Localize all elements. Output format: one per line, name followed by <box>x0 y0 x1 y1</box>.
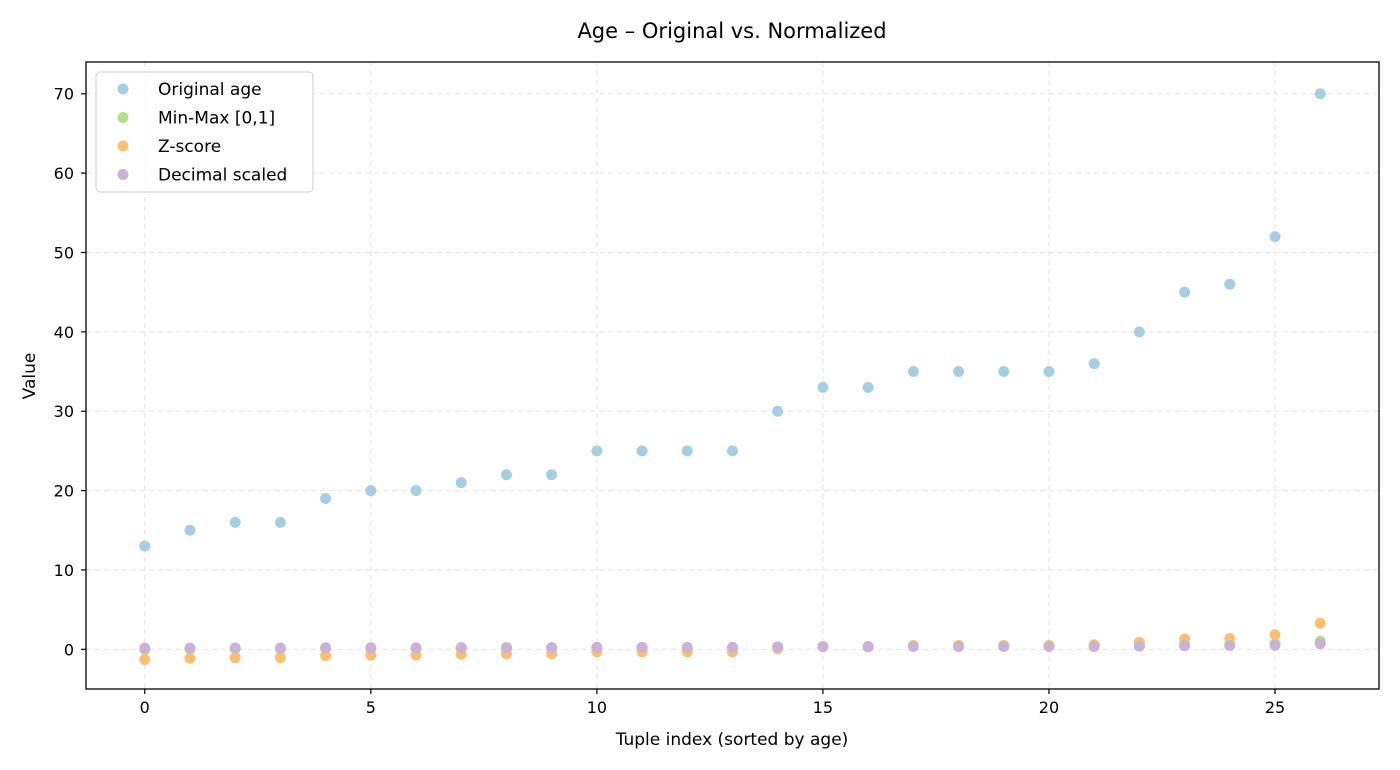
point-decimal-scaled <box>998 641 1010 653</box>
point-original-age <box>998 366 1010 378</box>
x-tick-label: 15 <box>813 698 833 717</box>
point-original-age <box>591 445 603 457</box>
x-tick-label: 25 <box>1265 698 1285 717</box>
x-axis-title: Tuple index (sorted by age) <box>615 730 849 750</box>
point-decimal-scaled <box>817 641 829 653</box>
y-tick-label: 30 <box>54 402 74 421</box>
legend-label-min-max-0-1: Min-Max [0,1] <box>158 109 275 129</box>
point-decimal-scaled <box>1314 638 1326 650</box>
point-decimal-scaled <box>591 641 603 653</box>
point-decimal-scaled <box>907 641 919 653</box>
point-original-age <box>1179 286 1191 298</box>
point-original-age <box>184 524 196 536</box>
y-axis-title: Value <box>20 353 40 400</box>
point-original-age <box>1224 278 1236 290</box>
point-decimal-scaled <box>229 642 241 654</box>
y-tick-label: 40 <box>54 323 74 342</box>
y-tick-label: 60 <box>54 164 74 183</box>
point-original-age <box>1043 366 1055 378</box>
point-original-age <box>862 381 874 393</box>
grid <box>86 62 1379 689</box>
legend-box <box>95 71 314 193</box>
point-decimal-scaled <box>1088 640 1100 652</box>
plot-frame <box>85 61 1380 690</box>
legend-label-original-age: Original age <box>158 80 262 100</box>
legend-marker-original-age <box>117 83 129 95</box>
point-z-score <box>1314 617 1326 629</box>
point-decimal-scaled <box>1043 641 1055 653</box>
point-original-age <box>274 516 286 528</box>
point-original-age <box>953 366 965 378</box>
point-decimal-scaled <box>410 642 422 654</box>
point-original-age <box>365 485 377 497</box>
point-original-age <box>1088 358 1100 370</box>
x-tick-label: 5 <box>366 698 376 717</box>
point-decimal-scaled <box>953 641 965 653</box>
point-z-score <box>229 652 241 664</box>
point-original-age <box>500 469 512 481</box>
x-tick-label: 20 <box>1039 698 1059 717</box>
data-points <box>139 88 1326 665</box>
point-decimal-scaled <box>139 642 151 654</box>
y-tick-label: 10 <box>54 561 74 580</box>
point-decimal-scaled <box>184 642 196 654</box>
point-original-age <box>681 445 693 457</box>
point-z-score <box>184 652 196 664</box>
point-original-age <box>139 540 151 552</box>
y-tick-label: 70 <box>54 85 74 104</box>
legend-marker-decimal-scaled <box>117 169 129 180</box>
x-tick-label: 0 <box>140 698 150 717</box>
point-decimal-scaled <box>636 641 648 653</box>
point-original-age <box>772 405 784 417</box>
legend-marker-min-max-0-1 <box>117 112 129 123</box>
point-original-age <box>817 381 829 393</box>
y-tick-label: 50 <box>54 243 74 262</box>
point-decimal-scaled <box>455 642 467 654</box>
y-tick-label: 20 <box>54 482 74 501</box>
point-original-age <box>907 366 919 378</box>
legend-label-decimal-scaled: Decimal scaled <box>158 166 287 186</box>
point-decimal-scaled <box>1269 639 1281 651</box>
point-original-age <box>1314 88 1326 100</box>
point-decimal-scaled <box>1179 640 1191 652</box>
point-decimal-scaled <box>772 641 784 653</box>
y-tick-label: 0 <box>64 640 74 659</box>
legend-label-z-score: Z-score <box>158 137 221 157</box>
axis-ticks: 0 5 10 15 20 25 0 10 20 30 40 50 60 70 <box>54 85 1286 717</box>
point-decimal-scaled <box>274 642 286 654</box>
point-z-score <box>139 653 151 665</box>
point-z-score <box>274 652 286 664</box>
point-original-age <box>229 516 241 528</box>
point-decimal-scaled <box>365 642 377 654</box>
point-decimal-scaled <box>320 642 332 654</box>
point-original-age <box>455 477 467 489</box>
point-decimal-scaled <box>727 641 738 653</box>
chart-title: Age – Original vs. Normalized <box>577 19 886 43</box>
point-decimal-scaled <box>681 641 693 653</box>
point-original-age <box>727 445 738 457</box>
point-original-age <box>636 445 648 457</box>
point-original-age <box>410 485 422 497</box>
point-decimal-scaled <box>500 642 512 654</box>
point-decimal-scaled <box>1133 640 1145 652</box>
point-original-age <box>546 469 558 481</box>
point-z-score <box>1269 629 1281 641</box>
point-decimal-scaled <box>862 641 874 653</box>
point-original-age <box>1133 326 1145 338</box>
x-tick-label: 10 <box>587 698 607 717</box>
point-original-age <box>1269 231 1281 243</box>
point-decimal-scaled <box>546 642 558 654</box>
point-original-age <box>320 493 332 505</box>
legend: Original age Min-Max [0,1] Z-score Decimal … <box>95 71 314 193</box>
point-decimal-scaled <box>1224 640 1236 652</box>
legend-marker-z-score <box>117 140 129 152</box>
point-z-score <box>320 650 332 662</box>
